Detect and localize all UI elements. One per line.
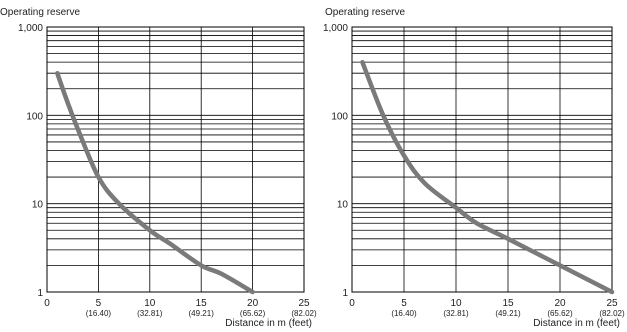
plot-frame [46,26,305,293]
x-tick-feet-label: (49.21) [189,309,215,318]
x-tick-label: 10 [450,298,462,309]
x-tick-feet-label: (16.40) [86,309,112,318]
x-axis-title: Distance in m (feet) [533,318,620,329]
y-tick-label: 1 [37,288,43,299]
y-tick-label: 1,000 [323,23,348,34]
x-tick-label: 15 [502,298,514,309]
y-tick-label: 100 [26,111,43,122]
y-axis-title: Operating reserve [0,7,80,18]
x-tick-label: 25 [298,298,310,309]
y-tick-label: 1,000 [18,23,43,34]
y-tick-label: 1 [342,288,348,299]
x-tick-feet-label: (82.02) [291,309,317,318]
x-tick-label: 10 [144,298,156,309]
x-tick-label: 0 [44,298,50,309]
y-tick-label: 10 [337,200,349,211]
x-tick-feet-label: (32.81) [137,309,163,318]
y-axis-title: Operating reserve [325,7,405,18]
x-tick-feet-label: (49.21) [495,309,521,318]
x-tick-feet-label: (65.62) [240,309,266,318]
x-tick-label: 20 [247,298,259,309]
x-tick-label: 5 [96,298,102,309]
x-tick-label: 5 [401,298,407,309]
x-tick-feet-label: (16.40) [391,309,417,318]
x-tick-feet-label: (82.02) [599,309,625,318]
x-axis-title: Distance in m (feet) [225,318,312,329]
x-tick-label: 15 [196,298,208,309]
y-tick-label: 100 [331,111,348,122]
x-tick-feet-label: (32.81) [443,309,469,318]
plot-frame [351,26,613,293]
x-tick-label: 0 [349,298,355,309]
x-tick-label: 20 [554,298,566,309]
series-line-1 [360,59,615,295]
y-tick-label: 10 [32,200,44,211]
x-tick-label: 25 [606,298,618,309]
series-line-1 [55,70,255,295]
x-tick-feet-label: (65.62) [547,309,573,318]
